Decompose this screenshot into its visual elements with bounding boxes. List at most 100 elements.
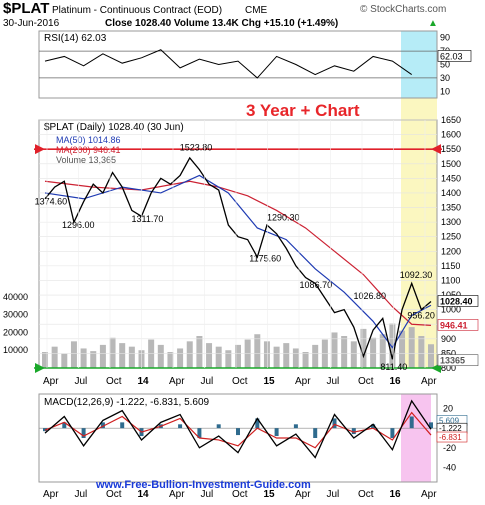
volume-bar xyxy=(90,351,97,368)
price-tick-label: 1450 xyxy=(441,173,461,183)
macd-histogram-bar xyxy=(216,424,221,429)
watermark: www.Free-Bullion-Investment-Guide.com xyxy=(95,479,311,491)
volume-bar xyxy=(312,344,319,368)
macd-tick-label: -40 xyxy=(443,462,456,472)
price-annotation-label: 956.20 xyxy=(407,310,435,320)
ma50-line xyxy=(44,174,432,349)
price-x-tick-label: Jul xyxy=(201,376,214,387)
axes: Apr Apr Jul Jul Oct Oct 14 14 Apr Apr Jul Jul Oct Oct… xyxy=(43,120,437,500)
volume-bar xyxy=(80,348,87,368)
macd-x-tick-label: 15 xyxy=(264,489,276,500)
macd-x-tick-label: 14 xyxy=(138,489,150,500)
macd-histogram-bar xyxy=(274,428,279,437)
price-tick-label: 1500 xyxy=(441,159,461,169)
macd-histogram-bar xyxy=(429,422,433,429)
macd-x-tick-label: Apr xyxy=(295,489,311,500)
last-value-box xyxy=(437,319,479,331)
rsi-last-label: 62.03 xyxy=(440,51,463,61)
macd-x-tick-label: Jul xyxy=(201,489,214,500)
volume-bar xyxy=(292,348,299,368)
price-x-tick-label: Jul xyxy=(75,376,88,387)
volume-bar xyxy=(177,348,184,368)
volume-bar xyxy=(244,339,251,368)
last-value-label: 1028.40 xyxy=(440,296,473,306)
last-value-box xyxy=(437,295,479,307)
price-x-tick-label: 15 xyxy=(264,376,276,387)
volume-bar xyxy=(148,339,155,368)
price-annotation-label: 1374.60 xyxy=(35,197,68,207)
price-annotation-label: 1290.30 xyxy=(267,213,300,223)
volume-bar xyxy=(42,352,48,368)
volume-bar xyxy=(408,327,415,368)
volume-bar xyxy=(370,337,377,368)
volume-tick-label: 40000 xyxy=(3,292,28,302)
volume-bar xyxy=(399,330,406,368)
annotation-text: 3 Year + Chart xyxy=(246,101,360,120)
volume-tick-label: 30000 xyxy=(3,310,28,320)
price-x-tick-label: Apr xyxy=(295,376,311,387)
macd-last-label: -1.222 xyxy=(439,424,462,433)
ma50-label: MA(50) 1014.86 xyxy=(56,135,121,145)
macd-tick-label: 20 xyxy=(443,404,453,414)
ma200-line xyxy=(44,180,432,327)
macd-tick-label: -20 xyxy=(443,443,456,453)
volume-tick-label: 20000 xyxy=(3,327,28,337)
instrument-name: Platinum - Continuous Contract (EOD) xyxy=(52,5,222,16)
rsi-line xyxy=(44,49,412,79)
price-tick-label: 1300 xyxy=(441,217,461,227)
price-tick-label: 1350 xyxy=(441,203,461,213)
volume-bar xyxy=(428,344,434,368)
volume-bar xyxy=(225,350,232,368)
macd-last-box xyxy=(436,431,468,443)
price-title: $PLAT (Daily) 1028.40 (30 Jun) xyxy=(44,122,184,133)
price-annotation-label: 811.40 xyxy=(380,362,407,372)
macd-histogram-bar xyxy=(120,422,125,429)
rsi-plot: 103050709062.03 xyxy=(39,33,472,96)
price-line xyxy=(44,156,432,360)
macd-histogram-bar xyxy=(351,428,356,435)
last-value-box xyxy=(437,354,479,367)
price-tick-label: 1050 xyxy=(441,290,461,300)
macd-last-label: 5.609 xyxy=(439,416,460,425)
symbol: $PLAT xyxy=(3,0,49,17)
volume-bar xyxy=(206,343,213,368)
volume-bar xyxy=(379,334,386,368)
ma200-label: MA(200) 946.41 xyxy=(56,145,121,155)
resistance-marker-left-icon xyxy=(35,144,45,155)
quote: Close 1028.40 Volume 13.4K Chg +15.10 (+… xyxy=(105,18,338,29)
volume-bar xyxy=(167,352,174,368)
macd-histogram-bar xyxy=(236,428,240,436)
support-marker-left-icon xyxy=(35,363,45,373)
volume-bar xyxy=(360,328,367,368)
macd-histogram-bar xyxy=(62,422,67,429)
macd-x-tick-label: Apr xyxy=(43,489,59,500)
rsi-title: RSI(14) 62.03 xyxy=(44,33,107,44)
volume-label: Volume 13,365 xyxy=(56,155,116,165)
price-tick-label: 850 xyxy=(441,348,456,358)
macd-histogram-bar xyxy=(81,428,86,438)
macd-last-label: -6.831 xyxy=(439,433,462,442)
resistance-marker-right-icon xyxy=(431,144,441,155)
macd-histogram-bar xyxy=(371,424,376,429)
rsi-tick-label: 10 xyxy=(440,86,450,96)
macd-histogram-bar xyxy=(409,416,414,429)
price-tick-label: 1650 xyxy=(441,115,461,125)
volume-bar xyxy=(196,336,203,368)
volume-bar xyxy=(157,344,164,368)
macd-x-tick-label: Oct xyxy=(232,489,248,500)
macd-x-tick-label: Apr xyxy=(169,489,185,500)
volume-bar xyxy=(283,343,290,368)
price-tick-label: 1000 xyxy=(441,305,461,315)
volume-bar xyxy=(119,343,126,368)
source: © StockCharts.com xyxy=(360,4,446,15)
rsi-tick-label: 90 xyxy=(440,33,450,43)
price-tick-label: 1550 xyxy=(441,144,461,154)
macd-highlight-pink xyxy=(401,394,431,482)
price-x-tick-label: Jul xyxy=(327,376,340,387)
price-annotation-label: 1092.30 xyxy=(400,270,433,280)
volume-bar xyxy=(99,344,106,368)
volume-bar xyxy=(418,336,425,368)
price-x-tick-label: Apr xyxy=(169,376,185,387)
